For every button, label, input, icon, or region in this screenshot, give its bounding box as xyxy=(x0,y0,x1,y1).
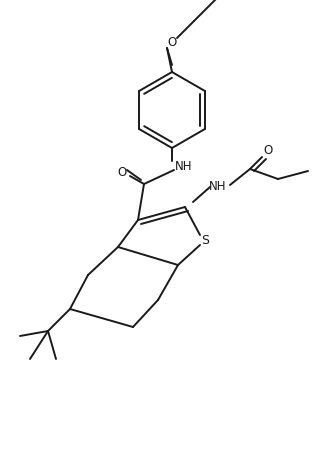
Text: O: O xyxy=(263,144,273,158)
Text: S: S xyxy=(201,234,209,247)
Text: NH: NH xyxy=(175,160,193,172)
Text: NH: NH xyxy=(209,180,227,193)
Text: O: O xyxy=(167,37,176,49)
Text: O: O xyxy=(117,165,127,179)
